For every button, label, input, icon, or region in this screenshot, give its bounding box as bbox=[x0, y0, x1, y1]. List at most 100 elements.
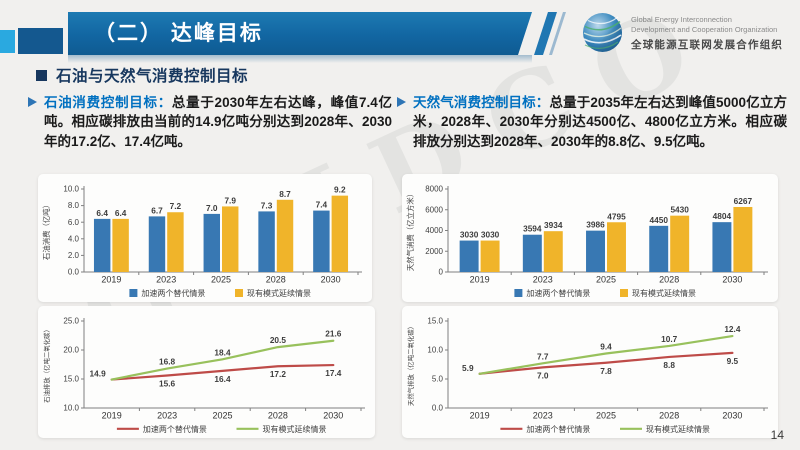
section-heading-text: 石油与天然气消费控制目标 bbox=[56, 68, 249, 85]
svg-text:0: 0 bbox=[439, 268, 444, 277]
svg-text:4450: 4450 bbox=[649, 215, 668, 225]
svg-text:2023: 2023 bbox=[156, 275, 176, 285]
svg-text:14.9: 14.9 bbox=[90, 369, 107, 379]
svg-text:3986: 3986 bbox=[586, 220, 605, 230]
svg-text:石油消费（亿吨）: 石油消费（亿吨） bbox=[42, 201, 51, 260]
org-logo: Global Energy Interconnection Developmen… bbox=[582, 12, 783, 53]
svg-text:5.9: 5.9 bbox=[462, 363, 474, 373]
page-number: 14 bbox=[770, 428, 784, 442]
svg-text:天然气排放（亿吨二氧化碳）: 天然气排放（亿吨二氧化碳） bbox=[406, 323, 415, 406]
svg-text:7.9: 7.9 bbox=[224, 195, 236, 205]
svg-text:18.4: 18.4 bbox=[214, 347, 231, 357]
svg-text:加速两个替代情景: 加速两个替代情景 bbox=[143, 424, 207, 434]
svg-text:15.0: 15.0 bbox=[427, 317, 443, 326]
svg-text:2025: 2025 bbox=[596, 275, 616, 285]
svg-text:0.0: 0.0 bbox=[68, 268, 80, 277]
svg-text:6267: 6267 bbox=[734, 196, 753, 206]
svg-text:现有模式延续情景: 现有模式延续情景 bbox=[632, 288, 696, 298]
square-bullet-icon bbox=[36, 69, 47, 81]
logo-text: Global Energy Interconnection Developmen… bbox=[631, 15, 783, 52]
svg-text:3594: 3594 bbox=[523, 224, 542, 234]
svg-text:2023: 2023 bbox=[157, 411, 177, 421]
oil-emissions-chart-panel: 10.0 15.0 20.0 25.0 石油排放（亿吨二氧化碳） 2019 2023 2025… bbox=[38, 306, 375, 438]
svg-text:2019: 2019 bbox=[470, 411, 490, 421]
svg-text:8000: 8000 bbox=[425, 185, 443, 194]
oil-target-paragraph: 石油消费控制目标：总量于2030年左右达峰，峰值7.4亿吨。相应碳排放由当前的1… bbox=[28, 93, 392, 151]
svg-text:9.5: 9.5 bbox=[727, 356, 739, 366]
title-bar: （二） 达峰目标 bbox=[68, 12, 532, 55]
svg-text:2030: 2030 bbox=[722, 275, 742, 285]
svg-text:天然气消费（亿立方米）: 天然气消费（亿立方米） bbox=[406, 190, 415, 271]
svg-text:8.0: 8.0 bbox=[68, 201, 80, 210]
gas-target-text: 天然气消费控制目标：总量于2035年左右达到峰值5000亿立方米，2028年、2… bbox=[413, 93, 787, 151]
svg-text:6.0: 6.0 bbox=[68, 218, 80, 227]
svg-text:7.8: 7.8 bbox=[600, 366, 612, 376]
svg-text:2028: 2028 bbox=[268, 411, 288, 421]
gas-consumption-bar-chart: 0 2000 4000 6000 8000 天然气消费（亿立方米） 2019 2023 2025… bbox=[406, 185, 768, 298]
svg-text:17.2: 17.2 bbox=[270, 369, 287, 379]
logo-text-cn: 全球能源互联网发展合作组织 bbox=[631, 38, 784, 51]
deco-square-dark-blue bbox=[18, 28, 63, 54]
svg-text:4.0: 4.0 bbox=[68, 234, 80, 243]
svg-text:8.8: 8.8 bbox=[663, 360, 675, 370]
svg-text:加速两个替代情景: 加速两个替代情景 bbox=[526, 424, 590, 434]
oil-target-body: 总量于2030年左右达峰，峰值7.4亿吨。相应碳排放由当前的14.9亿吨分别达到… bbox=[44, 95, 392, 149]
svg-text:6.7: 6.7 bbox=[151, 205, 163, 215]
svg-text:16.8: 16.8 bbox=[159, 357, 176, 367]
svg-text:10.7: 10.7 bbox=[661, 334, 678, 344]
svg-text:现有模式延续情景: 现有模式延续情景 bbox=[646, 424, 710, 434]
svg-text:6.4: 6.4 bbox=[96, 208, 108, 218]
svg-text:9.2: 9.2 bbox=[334, 185, 346, 195]
svg-text:5430: 5430 bbox=[670, 205, 689, 215]
svg-text:2030: 2030 bbox=[323, 411, 343, 421]
logo-text-en-line2: Development and Cooperation Organization bbox=[631, 24, 778, 34]
gas-target-lead: 天然气消费控制目标： bbox=[413, 95, 550, 110]
arrow-bullet-icon bbox=[28, 97, 37, 107]
title-bar-reflection bbox=[68, 55, 532, 63]
gas-emissions-chart-panel: 0.0 5.0 10.0 15.0 天然气排放（亿吨二氧化碳） 2019 2023 2025 2… bbox=[402, 306, 778, 438]
svg-text:4795: 4795 bbox=[607, 211, 626, 221]
svg-text:10.0: 10.0 bbox=[427, 346, 443, 355]
svg-text:2025: 2025 bbox=[211, 275, 231, 285]
svg-text:7.7: 7.7 bbox=[537, 351, 549, 361]
oil-target-lead: 石油消费控制目标： bbox=[44, 95, 172, 110]
svg-text:8.7: 8.7 bbox=[279, 189, 291, 199]
deco-square-light-blue bbox=[0, 30, 15, 53]
svg-text:7.0: 7.0 bbox=[537, 370, 549, 380]
svg-text:3030: 3030 bbox=[481, 230, 500, 240]
svg-text:16.4: 16.4 bbox=[214, 374, 231, 384]
svg-text:15.0: 15.0 bbox=[63, 375, 79, 384]
svg-text:17.4: 17.4 bbox=[325, 368, 342, 378]
svg-text:6.4: 6.4 bbox=[115, 208, 127, 218]
oil-emissions-line-chart: 10.0 15.0 20.0 25.0 石油排放（亿吨二氧化碳） 2019 2023 2025… bbox=[42, 317, 365, 434]
svg-text:2028: 2028 bbox=[266, 275, 286, 285]
svg-text:20.0: 20.0 bbox=[63, 346, 79, 355]
svg-text:2019: 2019 bbox=[101, 275, 121, 285]
svg-text:7.4: 7.4 bbox=[316, 200, 328, 210]
gas-target-paragraph: 天然气消费控制目标：总量于2035年左右达到峰值5000亿立方米，2028年、2… bbox=[397, 93, 787, 151]
svg-text:现有模式延续情景: 现有模式延续情景 bbox=[263, 424, 327, 434]
svg-text:10.0: 10.0 bbox=[63, 185, 79, 194]
globe-logo-icon bbox=[583, 13, 622, 52]
gas-consumption-chart-panel: 0 2000 4000 6000 8000 天然气消费（亿立方米） 2019 2023 2025… bbox=[402, 174, 778, 302]
svg-text:石油排放（亿吨二氧化碳）: 石油排放（亿吨二氧化碳） bbox=[42, 326, 51, 403]
gas-target-body: 总量于2035年左右达到峰值5000亿立方米，2028年、2030年分别达450… bbox=[413, 95, 787, 149]
page-title: （二） 达峰目标 bbox=[94, 22, 263, 45]
svg-text:7.2: 7.2 bbox=[170, 201, 182, 211]
svg-text:10.0: 10.0 bbox=[63, 404, 79, 413]
svg-text:2023: 2023 bbox=[533, 411, 553, 421]
svg-text:2030: 2030 bbox=[321, 275, 341, 285]
arrow-bullet-icon bbox=[397, 97, 406, 107]
svg-text:2025: 2025 bbox=[212, 411, 232, 421]
svg-text:15.6: 15.6 bbox=[159, 379, 176, 389]
svg-text:12.4: 12.4 bbox=[724, 324, 741, 334]
svg-text:4000: 4000 bbox=[425, 226, 443, 235]
logo-text-en-line1: Global Energy Interconnection bbox=[631, 15, 732, 24]
svg-text:7.3: 7.3 bbox=[261, 200, 273, 210]
svg-text:2030: 2030 bbox=[722, 411, 742, 421]
svg-text:4804: 4804 bbox=[713, 211, 732, 221]
svg-text:加速两个替代情景: 加速两个替代情景 bbox=[141, 288, 205, 298]
svg-text:6000: 6000 bbox=[425, 205, 443, 214]
section-heading: 石油与天然气消费控制目标 bbox=[36, 64, 248, 86]
svg-text:5.0: 5.0 bbox=[432, 375, 444, 384]
